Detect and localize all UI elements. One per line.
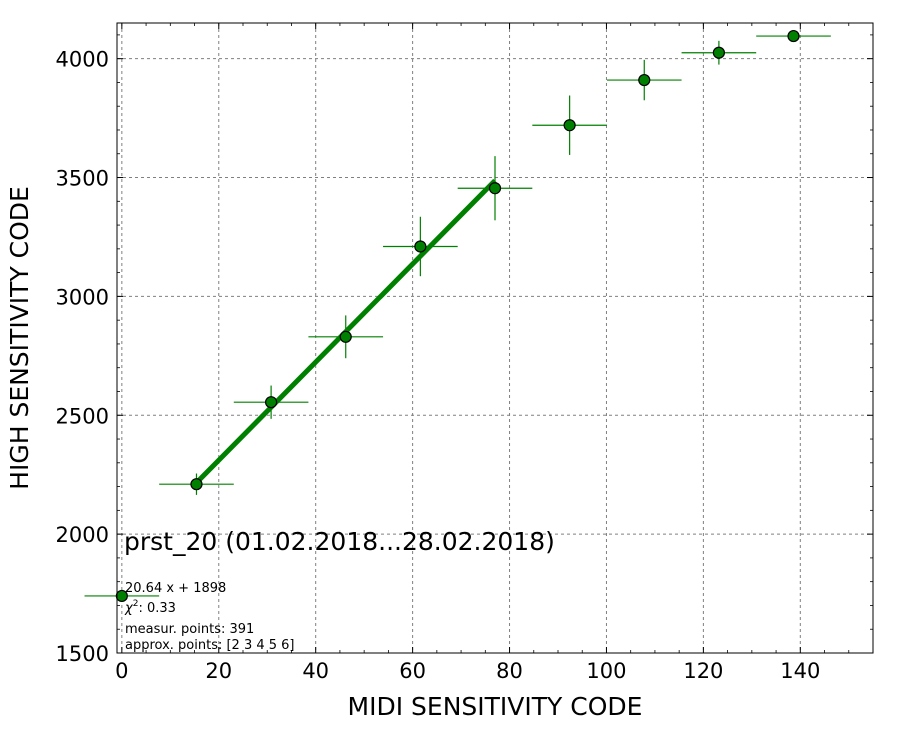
data-point: [265, 396, 278, 409]
y-tick-label: 3500: [56, 167, 109, 191]
chi2-value: : 0.33: [138, 601, 175, 616]
plot-frame: [116, 22, 874, 654]
x-tick-label: 120: [683, 659, 723, 683]
y-tick-label: 1500: [56, 642, 109, 666]
grid: [117, 23, 873, 654]
annotation-title: prst_20 (01.02.2018...28.02.2018): [124, 527, 555, 556]
series-layer: [84, 29, 831, 603]
x-axis-label: MIDI SENSITIVITY CODE: [348, 692, 643, 721]
x-tick-label: 100: [586, 659, 626, 683]
y-axis-label: HIGH SENSITIVITY CODE: [5, 186, 34, 490]
data-point: [339, 330, 352, 343]
x-tick-label: 0: [115, 659, 128, 683]
x-tick-label: 40: [302, 659, 329, 683]
ticks: 0 20 40 60 80 100 120 140 1500 2000 2500 3000 3500 40…: [56, 23, 873, 683]
chi2-sup: 2: [133, 599, 139, 609]
data-point: [563, 119, 576, 132]
x-tick-label: 140: [780, 659, 820, 683]
data-point: [787, 29, 800, 43]
data-point: [190, 478, 203, 491]
y-tick-label: 2000: [56, 523, 109, 547]
y-tick-label: 3000: [56, 285, 109, 309]
data-point: [488, 182, 502, 195]
annotation-measur-points: measur. points: 391: [125, 622, 254, 637]
annotation-chi2: χ2: 0.33: [124, 599, 176, 616]
data-point: [414, 240, 427, 253]
chi2-symbol: χ: [124, 601, 134, 616]
data-point: [638, 73, 651, 87]
x-tick-label: 20: [205, 659, 232, 683]
y-tick-label: 2500: [56, 404, 109, 428]
annotation-fit: 20.64 x + 1898: [125, 581, 226, 596]
data-point: [712, 46, 725, 59]
y-tick-label: 4000: [56, 48, 109, 72]
x-tick-label: 80: [496, 659, 523, 683]
annotation-approx-points: approx. points: [2 3 4 5 6]: [125, 638, 295, 653]
data-point: [115, 589, 128, 603]
x-tick-label: 60: [399, 659, 426, 683]
